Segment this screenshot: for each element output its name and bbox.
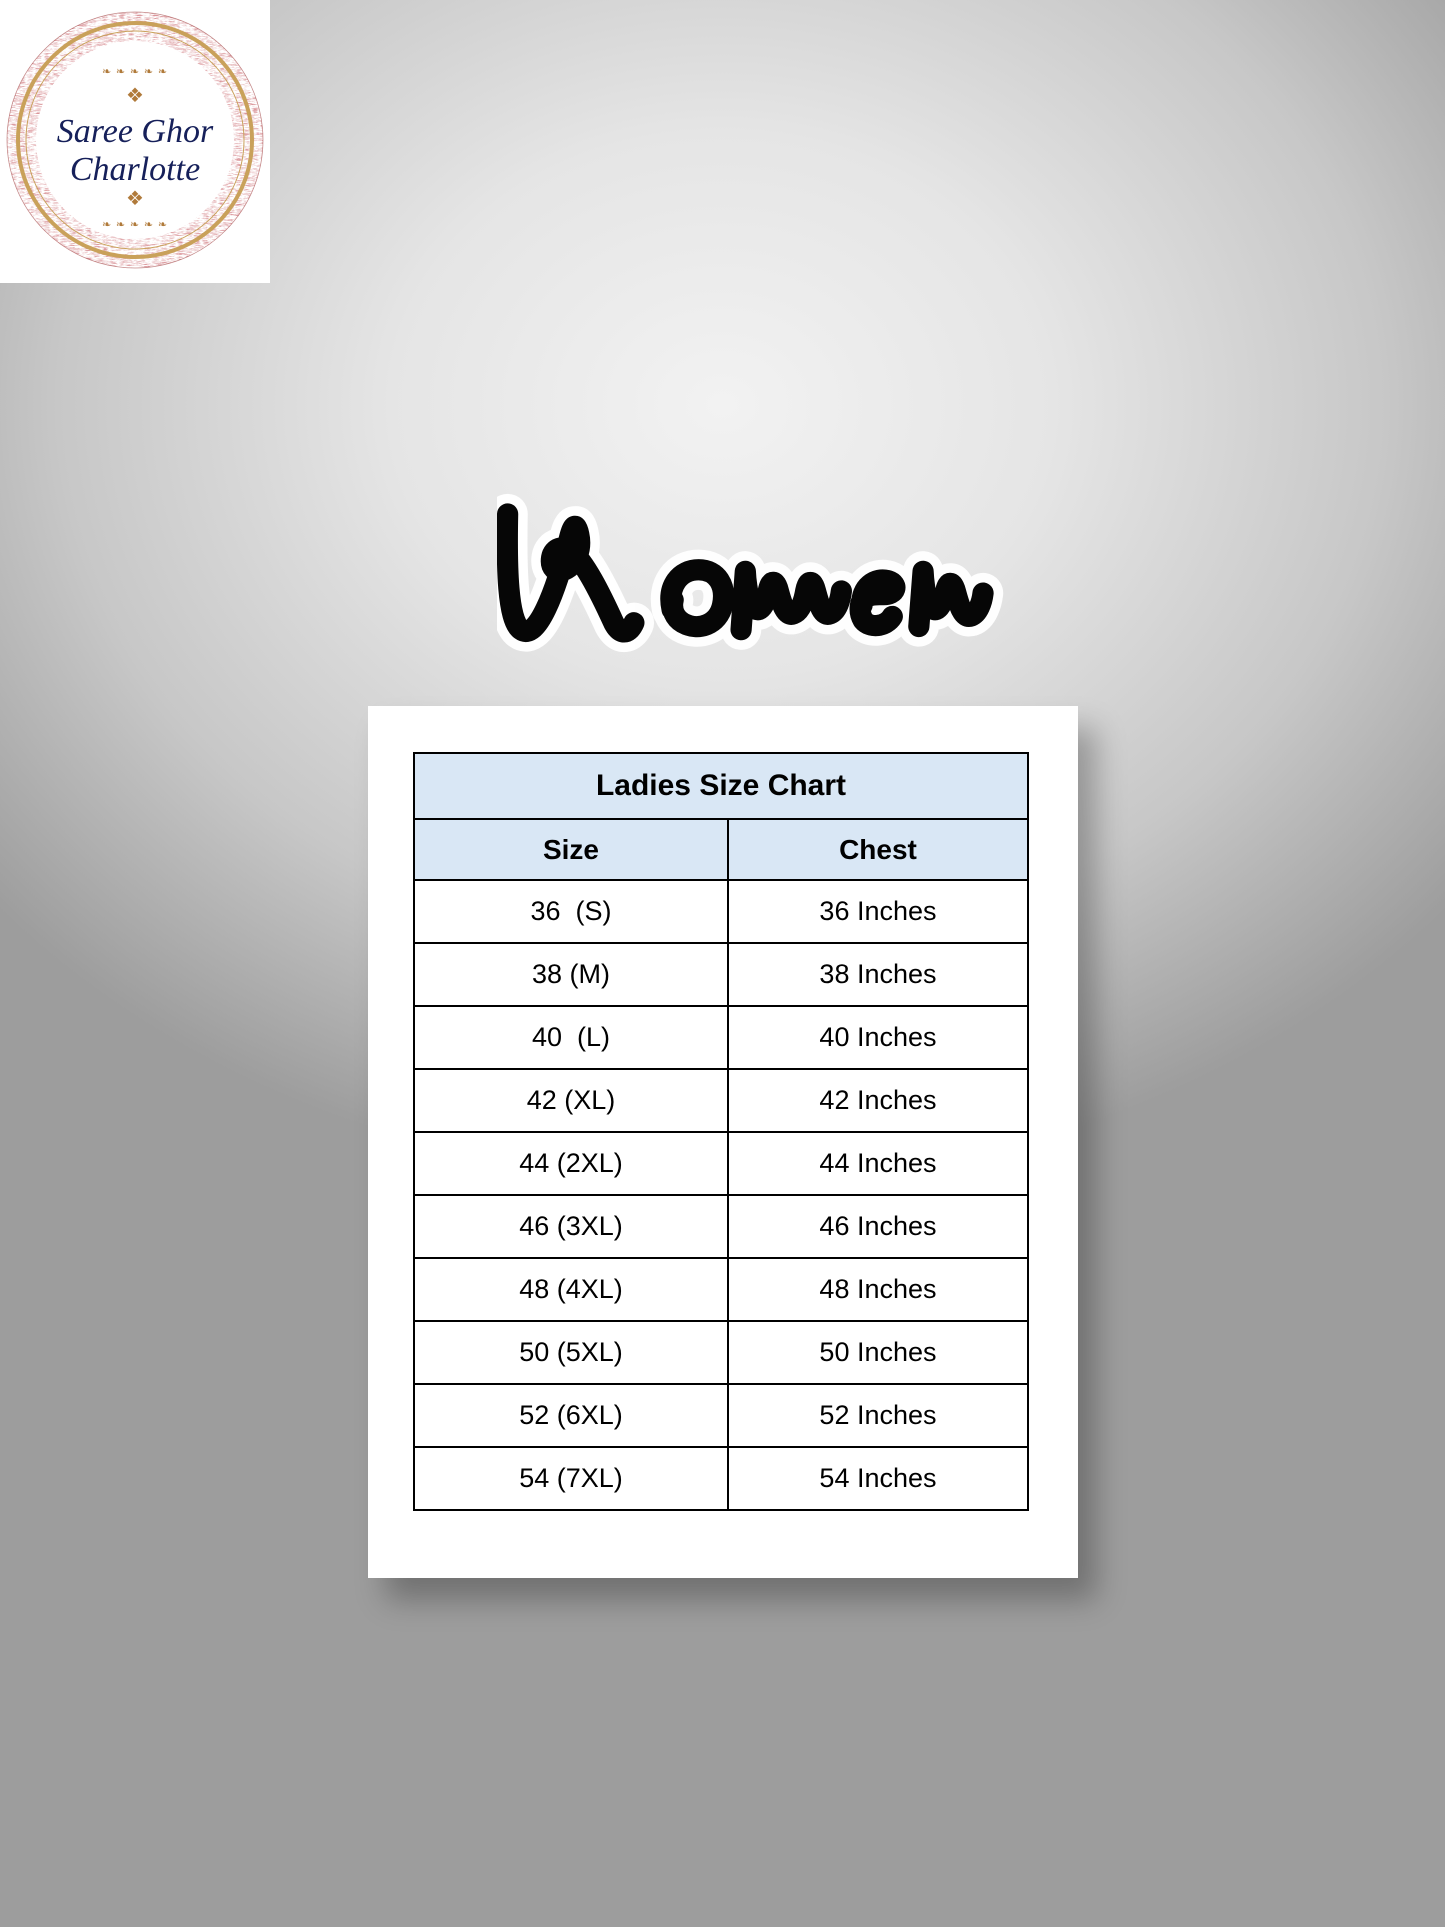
svg-text:❖: ❖ xyxy=(126,188,144,210)
svg-text:Charlotte: Charlotte xyxy=(70,151,200,188)
svg-text:Saree Ghor: Saree Ghor xyxy=(57,113,214,150)
svg-text:❧ ❧ ❧ ❧ ❧: ❧ ❧ ❧ ❧ ❧ xyxy=(102,66,168,78)
svg-text:❧ ❧ ❧ ❧ ❧: ❧ ❧ ❧ ❧ ❧ xyxy=(102,219,168,231)
svg-text:❖: ❖ xyxy=(126,85,144,107)
